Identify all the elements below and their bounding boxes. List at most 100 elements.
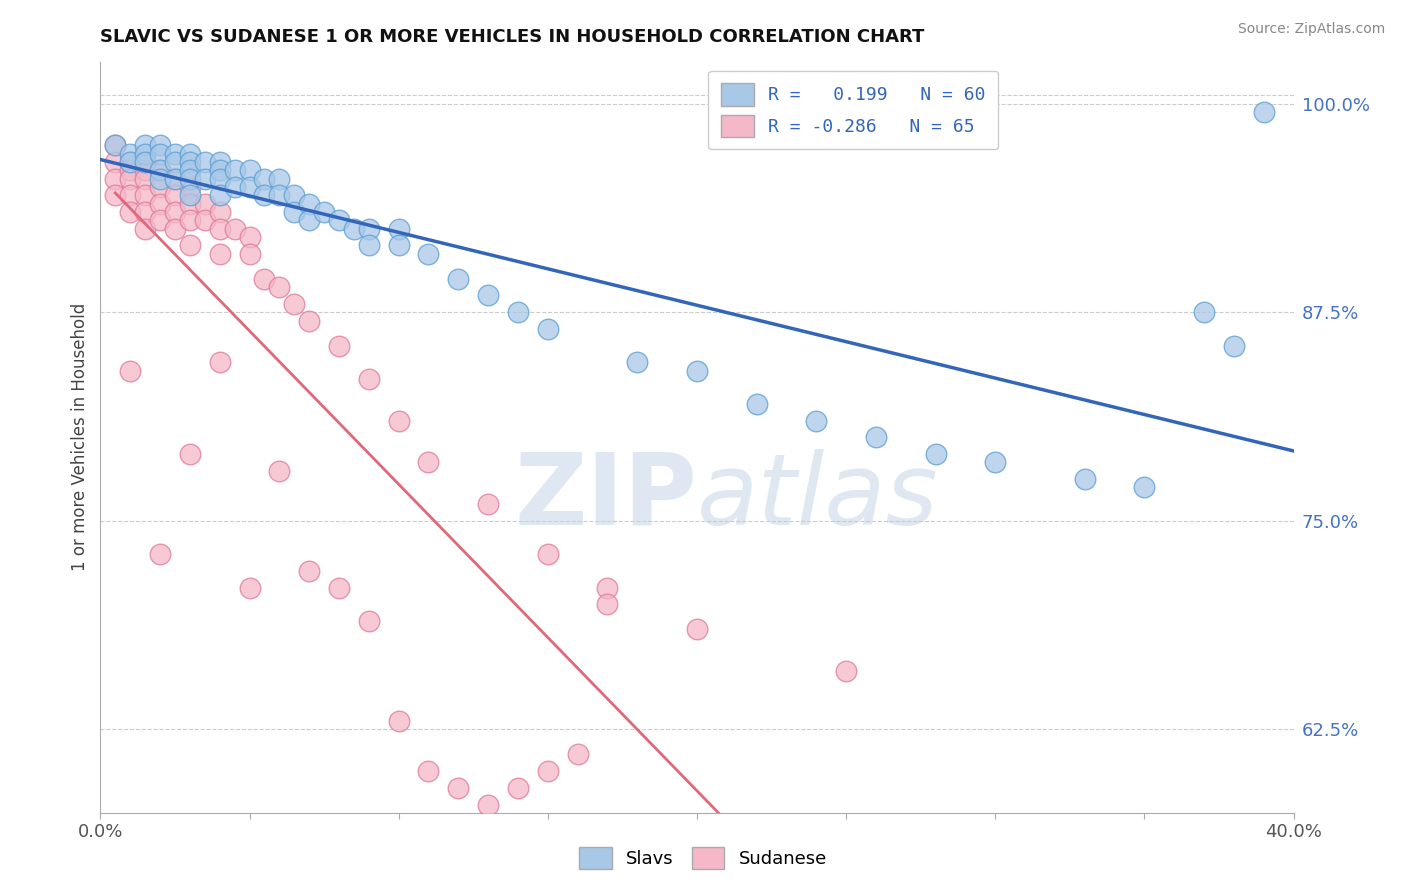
Point [163,155,186,169]
Point [283,205,305,219]
Point [134,188,156,202]
Point [120,363,142,377]
Point [418,455,440,469]
Point [388,221,411,235]
Point [120,155,142,169]
Point [269,280,291,294]
Point [238,180,260,194]
Point [120,205,142,219]
Point [163,221,186,235]
Point [134,155,156,169]
Point [328,213,350,227]
Point [194,171,217,186]
Point [447,272,470,286]
Point [149,196,172,211]
Point [1192,305,1215,319]
Point [104,138,127,153]
Point [238,163,260,178]
Point [179,171,201,186]
Point [388,714,411,728]
Point [238,246,260,260]
Legend: Slavs, Sudanese: Slavs, Sudanese [569,838,837,879]
Text: Source: ZipAtlas.com: Source: ZipAtlas.com [1237,22,1385,37]
Point [134,138,156,153]
Point [120,155,142,169]
Point [208,246,231,260]
Point [194,213,217,227]
Point [357,614,380,628]
Point [343,221,366,235]
Point [149,547,172,561]
Point [179,180,201,194]
Point [269,171,291,186]
Point [208,355,231,369]
Point [163,171,186,186]
Point [686,623,709,637]
Point [537,322,560,336]
Point [506,780,529,795]
Point [312,205,335,219]
Point [567,747,589,762]
Point [269,464,291,478]
Point [298,196,321,211]
Point [224,221,246,235]
Y-axis label: 1 or more Vehicles in Household: 1 or more Vehicles in Household [72,303,89,572]
Point [179,238,201,252]
Point [253,272,276,286]
Point [328,338,350,352]
Point [149,163,172,178]
Point [283,297,305,311]
Point [208,171,231,186]
Point [388,238,411,252]
Point [1223,338,1246,352]
Point [149,146,172,161]
Point [194,155,217,169]
Point [357,372,380,386]
Point [298,213,321,227]
Point [179,188,201,202]
Point [149,213,172,227]
Point [163,171,186,186]
Point [269,188,291,202]
Point [477,797,499,812]
Point [104,155,127,169]
Text: atlas: atlas [697,449,939,546]
Point [835,664,858,678]
Text: ZIP: ZIP [515,449,697,546]
Point [120,146,142,161]
Point [149,180,172,194]
Point [224,163,246,178]
Point [179,196,201,211]
Point [120,188,142,202]
Point [149,163,172,178]
Point [537,764,560,779]
Point [208,155,231,169]
Point [120,171,142,186]
Point [537,547,560,561]
Point [328,581,350,595]
Point [596,597,619,611]
Point [1253,104,1275,119]
Point [298,564,321,578]
Point [208,188,231,202]
Point [179,146,201,161]
Point [1133,480,1156,494]
Point [238,230,260,244]
Point [1074,472,1097,486]
Point [120,163,142,178]
Point [134,171,156,186]
Point [134,205,156,219]
Text: SLAVIC VS SUDANESE 1 OR MORE VEHICLES IN HOUSEHOLD CORRELATION CHART: SLAVIC VS SUDANESE 1 OR MORE VEHICLES IN… [100,29,925,46]
Point [418,764,440,779]
Point [984,455,1007,469]
Point [806,414,828,428]
Point [477,497,499,511]
Point [104,138,127,153]
Point [194,196,217,211]
Point [283,188,305,202]
Point [134,155,156,169]
Point [208,163,231,178]
Point [208,205,231,219]
Point [596,581,619,595]
Point [104,171,127,186]
